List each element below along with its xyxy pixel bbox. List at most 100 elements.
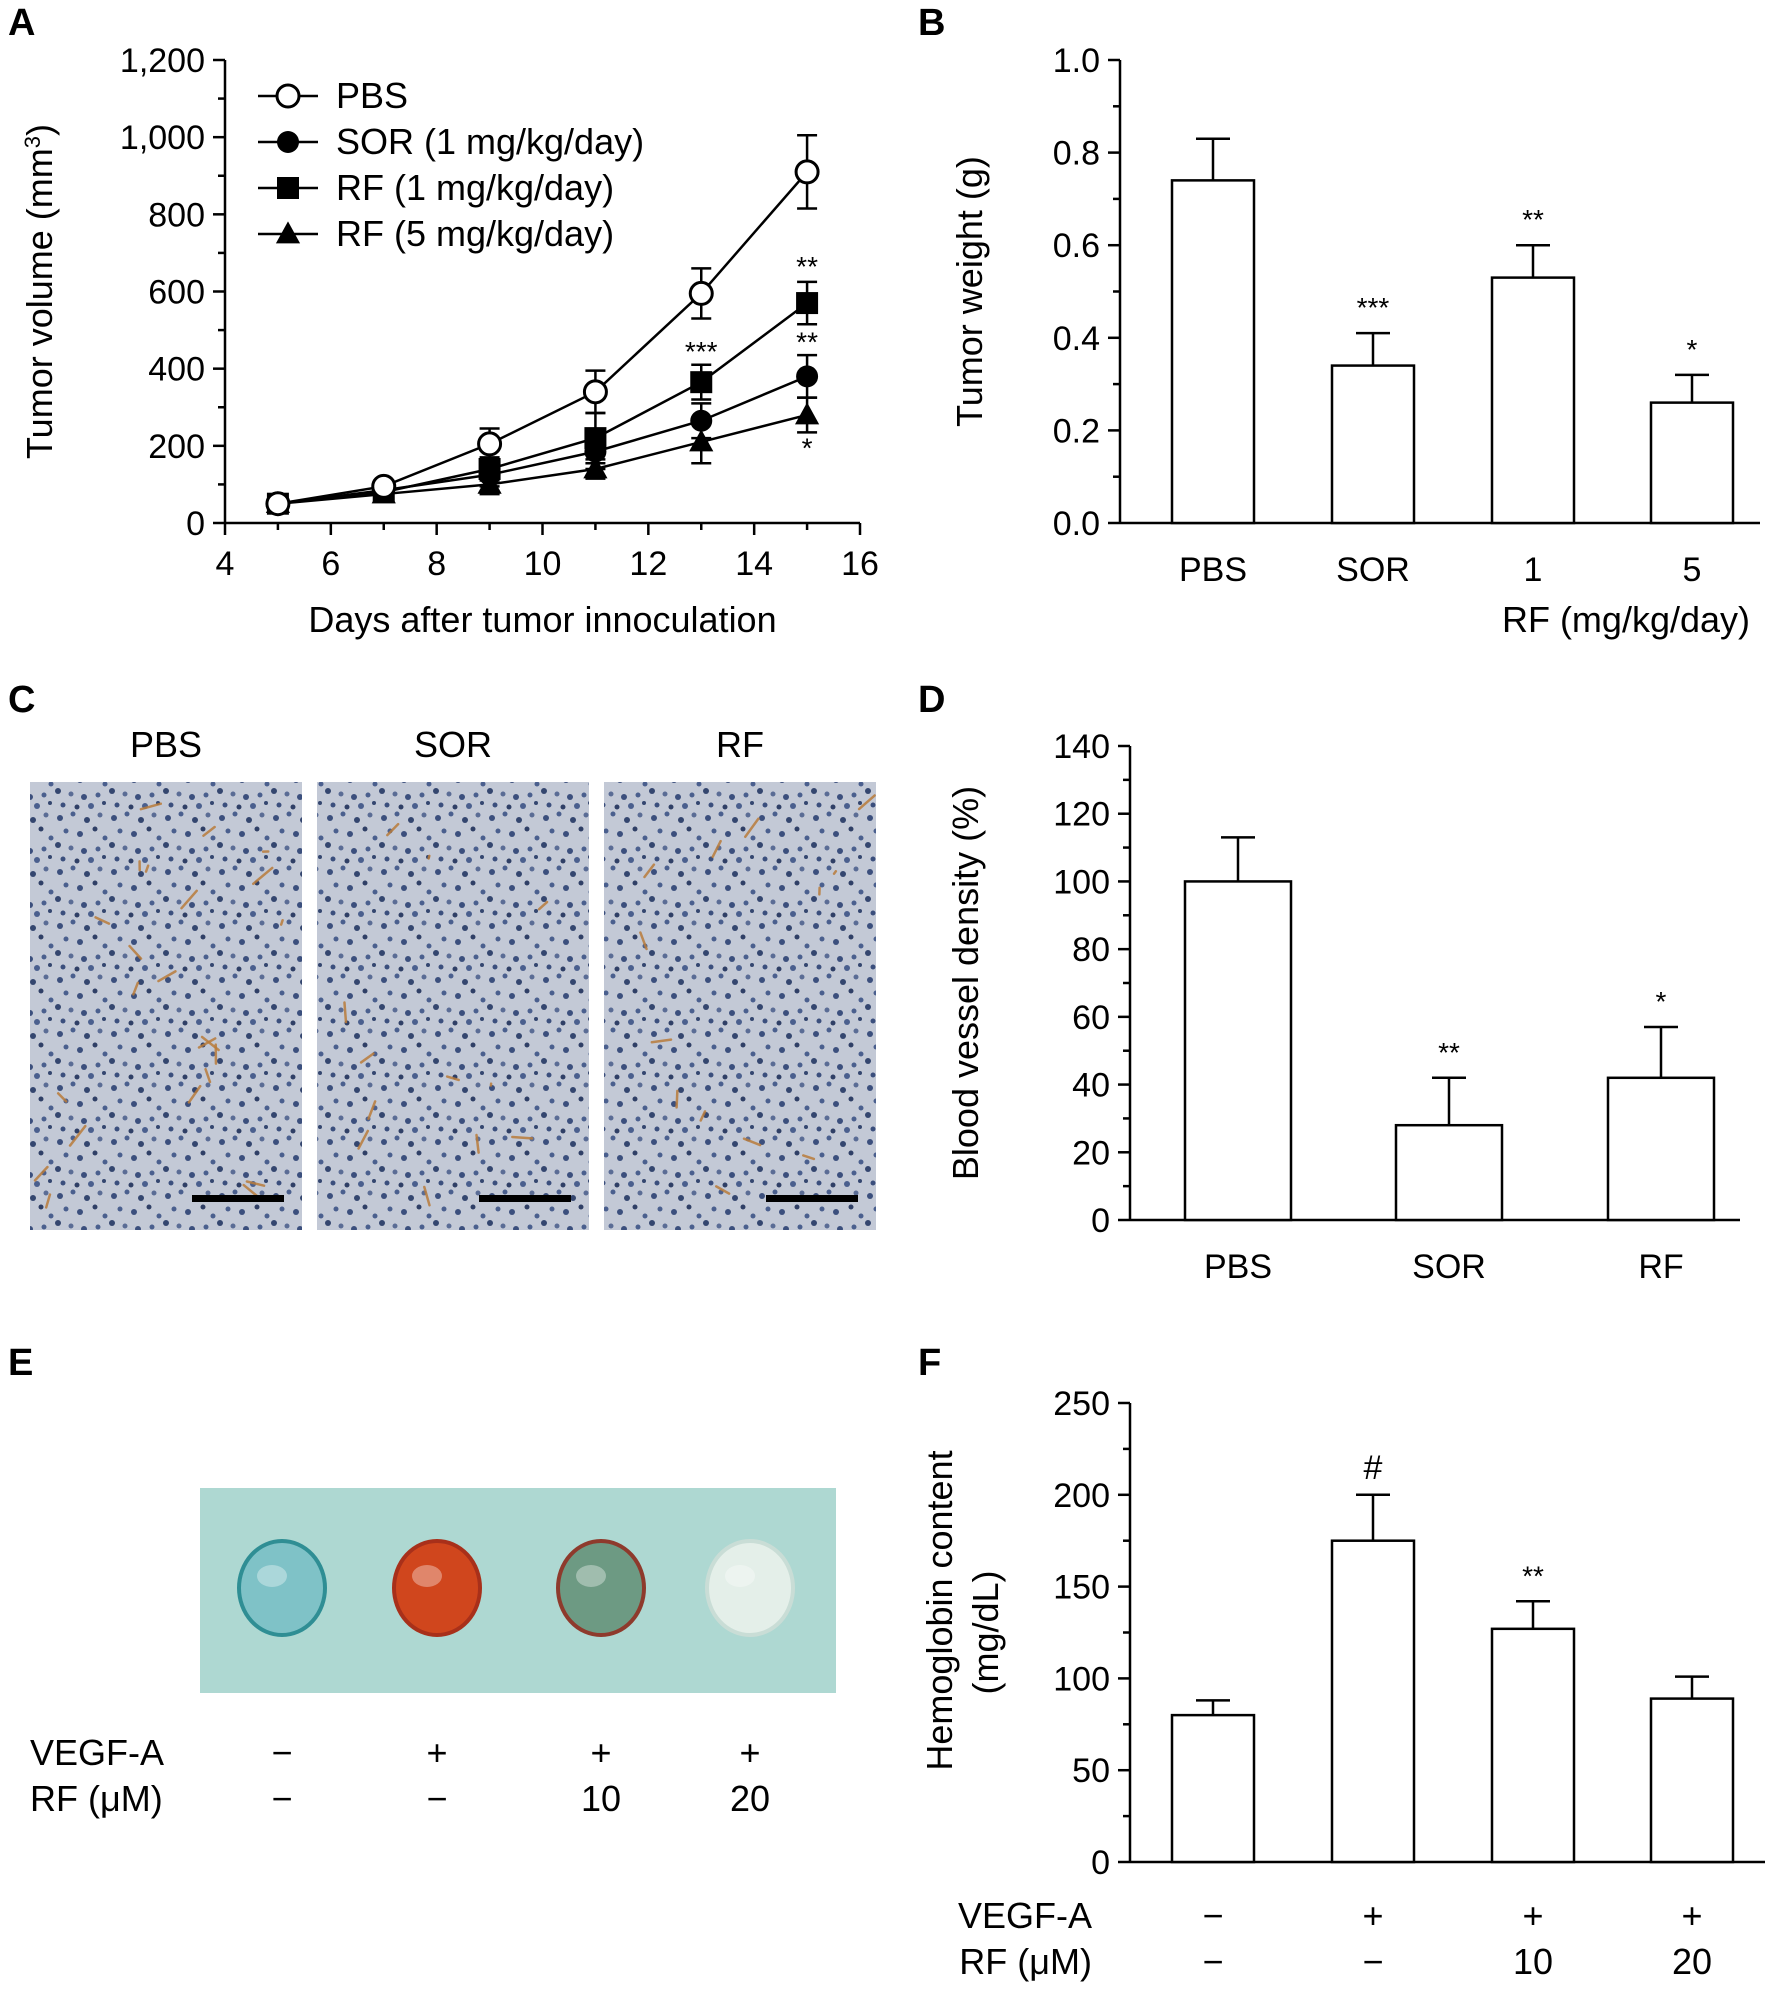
legend-marker xyxy=(275,221,301,244)
data-point xyxy=(690,371,713,394)
significance-label: * xyxy=(1656,986,1667,1017)
series-line xyxy=(277,375,808,505)
data-point xyxy=(796,365,819,388)
x-tick-label: 14 xyxy=(735,545,773,583)
vessel-stain xyxy=(367,1100,377,1120)
panel-c-histology: PBS SOR RF xyxy=(30,724,876,1230)
x-category-label: 5 xyxy=(1683,551,1702,589)
vessel-stain xyxy=(343,1001,348,1024)
vessel-stain xyxy=(68,1124,87,1147)
legend-marker xyxy=(277,177,299,199)
vessel-stain xyxy=(252,866,274,886)
significance-label: ** xyxy=(1438,1037,1460,1068)
treatment-value: − xyxy=(271,1732,292,1773)
vessel-stain xyxy=(537,900,549,911)
y-tick-label: 0 xyxy=(1091,1202,1110,1240)
scale-bar xyxy=(192,1195,284,1202)
panel-label-e: E xyxy=(8,1342,33,1384)
treatment-value: − xyxy=(426,1778,447,1819)
legend-marker xyxy=(275,83,301,109)
x-tick-label: 10 xyxy=(524,545,562,583)
y-tick-label: 140 xyxy=(1053,728,1110,766)
treatment-value: 10 xyxy=(581,1778,621,1819)
vessel-stain xyxy=(832,870,838,875)
vessel-stain xyxy=(128,944,143,960)
vessel-stain xyxy=(711,839,722,859)
vessel-stain xyxy=(427,854,431,860)
bar xyxy=(1394,1123,1504,1222)
y-tick-label: 150 xyxy=(1053,1569,1110,1607)
data-point xyxy=(371,473,397,499)
significance-label: * xyxy=(802,432,813,463)
plug-highlight xyxy=(257,1565,287,1587)
x-tick-label: 6 xyxy=(321,545,340,583)
x-category-label: SOR xyxy=(1412,1248,1486,1286)
histology-image xyxy=(317,782,589,1230)
treatment-value: + xyxy=(426,1732,447,1773)
vessel-stain xyxy=(511,1135,534,1140)
y-axis-label: Hemoglobin content xyxy=(919,1450,960,1770)
vessel-stain xyxy=(386,822,400,837)
bar xyxy=(1183,880,1293,1222)
treatment-value: − xyxy=(271,1778,292,1819)
treatment-row-label: VEGF-A xyxy=(30,1732,164,1773)
y-tick-label: 100 xyxy=(1053,863,1110,901)
plug-highlight xyxy=(412,1565,442,1587)
y-tick-label: 0 xyxy=(1091,1844,1110,1882)
vessel-stain xyxy=(187,1084,202,1104)
panel-label-c: C xyxy=(8,679,35,721)
vessel-stain xyxy=(714,1185,731,1195)
vessel-stain xyxy=(132,981,140,996)
matrigel-plug xyxy=(237,1539,327,1637)
data-point xyxy=(794,402,820,425)
matrigel-plug xyxy=(705,1539,795,1637)
bar xyxy=(1490,1627,1576,1864)
vessel-stain xyxy=(643,863,656,879)
histology-title: PBS xyxy=(130,724,202,765)
treatment-value: + xyxy=(1522,1895,1543,1936)
data-point xyxy=(794,159,820,185)
vessel-stain xyxy=(445,1075,460,1082)
histology-title: SOR xyxy=(414,724,492,765)
panel-d-bar-chart: 0 20 40 60 80 100 120 140 Blood vessel density (… xyxy=(945,728,1740,1286)
data-point xyxy=(265,491,291,517)
treatment-value: 20 xyxy=(730,1778,770,1819)
y-tick-label: 200 xyxy=(148,428,205,466)
y-tick-label: 800 xyxy=(148,196,205,234)
y-tick-label: 1,000 xyxy=(120,119,205,157)
vessel-stain xyxy=(180,889,198,910)
data-point xyxy=(478,457,501,480)
y-tick-label: 50 xyxy=(1072,1752,1110,1790)
vessel-stain xyxy=(857,794,876,811)
y-tick-label: 400 xyxy=(148,351,205,389)
vessel-stain xyxy=(475,1133,480,1154)
treatment-value: + xyxy=(739,1732,760,1773)
vessel-stain xyxy=(802,1154,816,1161)
y-tick-label: 0.6 xyxy=(1053,227,1100,265)
panel-label-b: B xyxy=(918,2,945,44)
x-tick-label: 12 xyxy=(629,545,667,583)
y-tick-label: 80 xyxy=(1072,931,1110,969)
vessel-stain xyxy=(675,1089,679,1109)
vessel-stain xyxy=(157,970,177,983)
panel-a-line-chart: 0 200 400 600 800 1,000 1,200 4 6 8 10 12 14 16 Days a… xyxy=(19,42,879,640)
vessel-stain xyxy=(197,1037,217,1049)
legend-label: PBS xyxy=(336,75,408,116)
treatment-value: − xyxy=(1202,1941,1223,1982)
scale-bar xyxy=(766,1195,858,1202)
vessel-stain xyxy=(144,864,150,873)
legend-label: SOR (1 mg/kg/day) xyxy=(336,121,644,162)
data-point xyxy=(584,427,607,450)
vessel-stain xyxy=(245,1180,266,1187)
data-point xyxy=(583,456,608,479)
panel-e-matrigel-plugs: VEGF-A − + + + RF (μM) − − 10 20 xyxy=(30,1488,836,1819)
x-category-label: PBS xyxy=(1179,551,1247,589)
vessel-stain xyxy=(33,1165,49,1182)
bar xyxy=(1649,401,1735,525)
series-line xyxy=(277,171,809,505)
y-tick-label: 200 xyxy=(1053,1477,1110,1515)
panel-label-f: F xyxy=(918,1342,941,1384)
vessel-stain xyxy=(359,1052,375,1064)
significance-label: ** xyxy=(1522,1560,1544,1591)
